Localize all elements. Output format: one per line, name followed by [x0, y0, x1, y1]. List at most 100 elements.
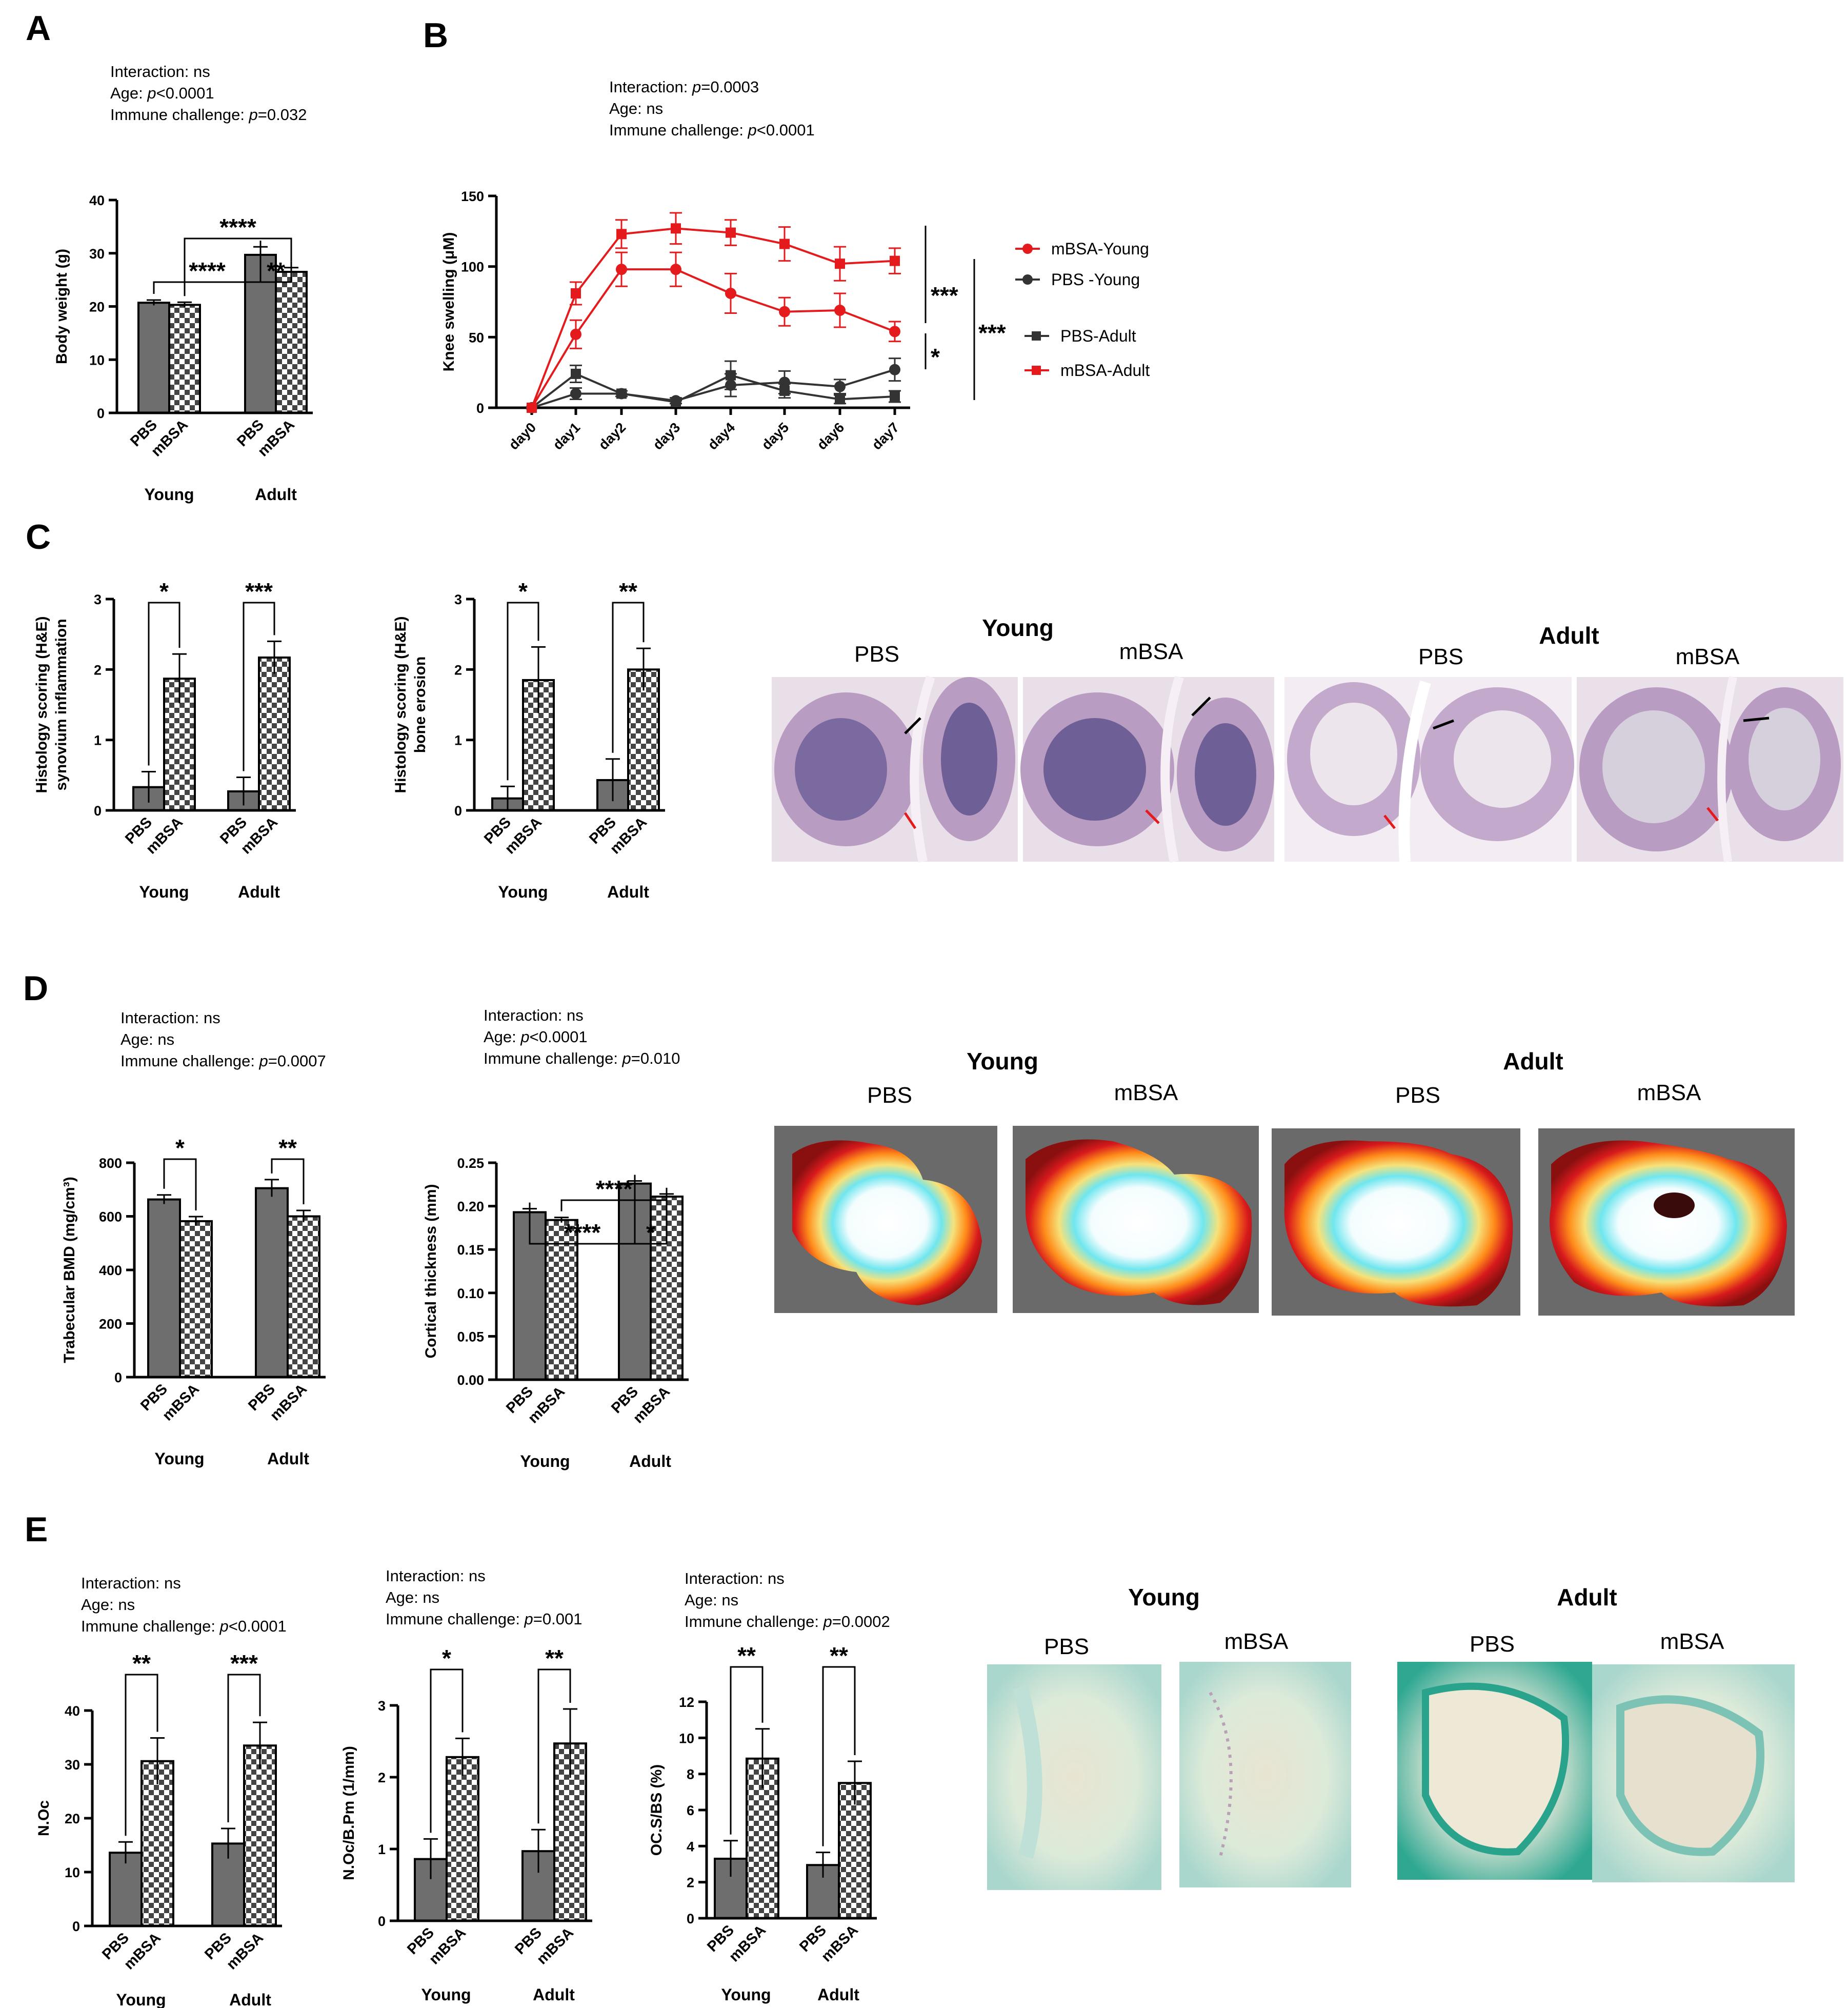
x-category-label: mBSA — [121, 1930, 164, 1973]
bar-mbsa-adult — [838, 1782, 872, 1919]
significance-bracket — [560, 1187, 668, 1211]
significance-label: *** — [978, 320, 1006, 346]
significance-label: *** — [931, 282, 958, 309]
legend: mBSA-Young PBS -Young PBS-Adult mBSA-Adult — [1015, 240, 1150, 380]
legend-label: mBSA-Adult — [1060, 361, 1150, 380]
series-mbsa-adult — [527, 212, 901, 413]
y-tick-label: 0 — [454, 803, 462, 819]
y-tick-label: 0.20 — [457, 1199, 484, 1215]
trap-image-mbsa-adult — [1592, 1664, 1795, 1882]
x-category-label: mBSA — [224, 1930, 267, 1973]
significance-bracket — [612, 602, 645, 753]
y-tick-label: 10 — [65, 1865, 80, 1880]
data-point — [779, 306, 790, 317]
microct-image-mbsa-adult — [1538, 1128, 1795, 1316]
data-point — [779, 385, 790, 396]
data-point — [835, 394, 845, 405]
bar-mbsa-young — [140, 1760, 174, 1927]
group-label: Adult — [238, 883, 280, 901]
group-label: Adult — [229, 1991, 271, 2008]
y-tick-label: 0.00 — [457, 1373, 484, 1388]
histology-image-mbsa-adult — [1577, 676, 1843, 863]
x-category-label: mBSA — [630, 1383, 673, 1426]
y-tick-label: 0 — [378, 1914, 386, 1929]
group-label: Young — [721, 1985, 771, 2004]
histology-label-mbsa-adult: mBSA — [1676, 644, 1740, 669]
trap-image-pbs-adult — [1397, 1662, 1592, 1880]
y-tick-label: 0 — [114, 1370, 122, 1385]
significance-bracket — [507, 602, 539, 781]
stats-line: Age: ns — [609, 100, 663, 117]
legend-label: PBS-Adult — [1060, 327, 1136, 345]
y-tick-label: 2 — [687, 1875, 694, 1891]
bar-pbs-adult — [806, 1864, 840, 1919]
group-label: Adult — [267, 1449, 309, 1468]
data-point — [779, 238, 790, 249]
significance-bracket — [537, 1668, 571, 1824]
significance-bracket — [634, 1175, 668, 1245]
x-tick-label: day7 — [869, 420, 902, 453]
group-label: Young — [116, 1991, 166, 2008]
y-tick-label: 100 — [461, 260, 484, 275]
panel-label-a: A — [26, 9, 51, 48]
histology-arrows — [903, 697, 1770, 829]
significance-label: ** — [737, 1642, 756, 1669]
y-tick-label: 2 — [94, 662, 102, 678]
y-tick-label: 8 — [687, 1767, 694, 1782]
y-tick-label: 400 — [99, 1263, 122, 1278]
y-tick-label: 0.25 — [457, 1156, 484, 1171]
data-point — [889, 364, 900, 375]
histology-label-pbs-adult: PBS — [1418, 644, 1463, 669]
significance-bracket — [243, 602, 275, 771]
data-point — [890, 391, 900, 402]
stats-line: Age: ns — [120, 1030, 174, 1048]
group-label: Adult — [607, 883, 649, 901]
stats-line: Age: ns — [685, 1591, 738, 1609]
y-tick-label: 30 — [65, 1757, 80, 1773]
data-point — [671, 396, 681, 407]
data-point — [571, 368, 581, 379]
trap-group-adult: Adult — [1557, 1584, 1617, 1611]
group-label: Young — [421, 1985, 471, 2004]
x-tick-label: day2 — [596, 420, 629, 453]
x-category-label: mBSA — [726, 1922, 769, 1965]
significance-label: * — [159, 578, 169, 605]
group-label: Adult — [817, 1985, 859, 2004]
x-tick-label: day0 — [506, 420, 539, 453]
stats-line: Immune challenge: p=0.001 — [386, 1610, 582, 1628]
microct-image-mbsa-young — [1013, 1126, 1259, 1313]
panel-c-histology: Young Adult PBS mBSA PBS mBSA — [772, 614, 1843, 863]
y-tick-label: 10 — [679, 1731, 694, 1746]
y-tick-label: 3 — [94, 592, 102, 607]
series-pbs-young — [526, 357, 901, 413]
y-tick-label: 6 — [687, 1803, 694, 1818]
significance-label: ** — [545, 1645, 564, 1672]
microct-group-young: Young — [967, 1048, 1038, 1075]
panel-d-microct: Young Adult PBS mBSA PBS mBSA — [774, 1048, 1795, 1316]
y-axis-label: Histology scoring (H&E) — [33, 616, 50, 793]
significance-bracket — [227, 1674, 261, 1822]
data-point — [616, 264, 627, 275]
legend-label: mBSA-Young — [1051, 240, 1149, 258]
y-tick-label: 2 — [378, 1770, 386, 1785]
series-line — [531, 372, 895, 409]
series-line — [531, 227, 895, 408]
chart-a: Interaction: ns Age: p<0.0001 Immune chall… — [53, 63, 313, 504]
group-label: Young — [520, 1452, 570, 1470]
stats-line: Immune challenge: p<0.0001 — [81, 1617, 287, 1635]
data-point — [570, 388, 581, 400]
data-point — [779, 376, 790, 388]
y-tick-label: 0.10 — [457, 1286, 484, 1301]
significance-label: * — [175, 1135, 185, 1161]
histology-image-pbs-adult — [1284, 677, 1574, 862]
y-axis-label: bone erosion — [412, 657, 429, 753]
series-pbs-adult — [527, 360, 901, 413]
data-point — [726, 370, 736, 381]
x-category-label: mBSA — [525, 1383, 568, 1426]
microct-label-pbs-young: PBS — [867, 1083, 912, 1108]
y-tick-label: 3 — [454, 592, 462, 607]
trap-label-mbsa-young: mBSA — [1224, 1629, 1289, 1654]
y-axis-label: Histology scoring (H&E) — [392, 616, 409, 793]
bar-pbs-young — [137, 302, 170, 414]
